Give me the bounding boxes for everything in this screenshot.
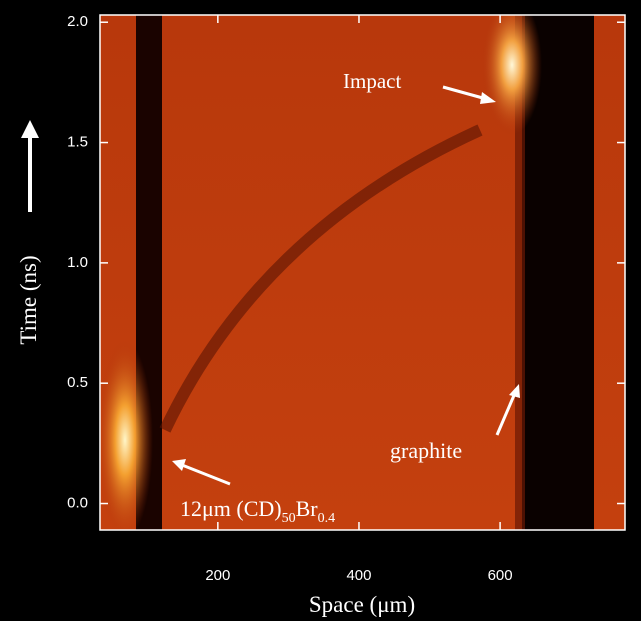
x-tick-label: 200: [205, 567, 230, 584]
y-tick-label: 0.0: [67, 494, 88, 511]
shock-curve: [159, 124, 483, 433]
arrowhead: [509, 384, 520, 398]
glow: [100, 340, 153, 530]
y-tick-label: 0.5: [67, 374, 88, 391]
band-edge: [515, 15, 525, 530]
annotation: 12μm (CD)50Br0.4: [180, 496, 335, 526]
annotation-subscript: 0.4: [318, 511, 336, 526]
y-tick-label: 1.5: [67, 134, 88, 151]
arrowhead: [480, 92, 496, 104]
x-tick-label: 600: [488, 567, 513, 584]
y-tick-label: 2.0: [67, 13, 88, 30]
annotation-part: Br: [296, 496, 319, 521]
arrowhead: [172, 459, 186, 471]
arrow: [495, 392, 517, 436]
x-axis-title: Space (μm): [309, 592, 415, 617]
annotation: Impact: [343, 69, 401, 93]
plot-frame: [99, 14, 626, 531]
glow: [482, 15, 542, 135]
y-tick-label: 1.0: [67, 254, 88, 271]
streak-image: [100, 15, 625, 530]
time-arrowhead: [21, 120, 39, 138]
arrow: [181, 463, 231, 486]
y-axis-title: Time (ns): [16, 255, 41, 344]
annotation: graphite: [390, 438, 462, 463]
annotation-part: 12μm (CD): [180, 496, 282, 521]
annotation-subscript: 50: [282, 511, 296, 526]
x-tick-label: 400: [346, 567, 371, 584]
